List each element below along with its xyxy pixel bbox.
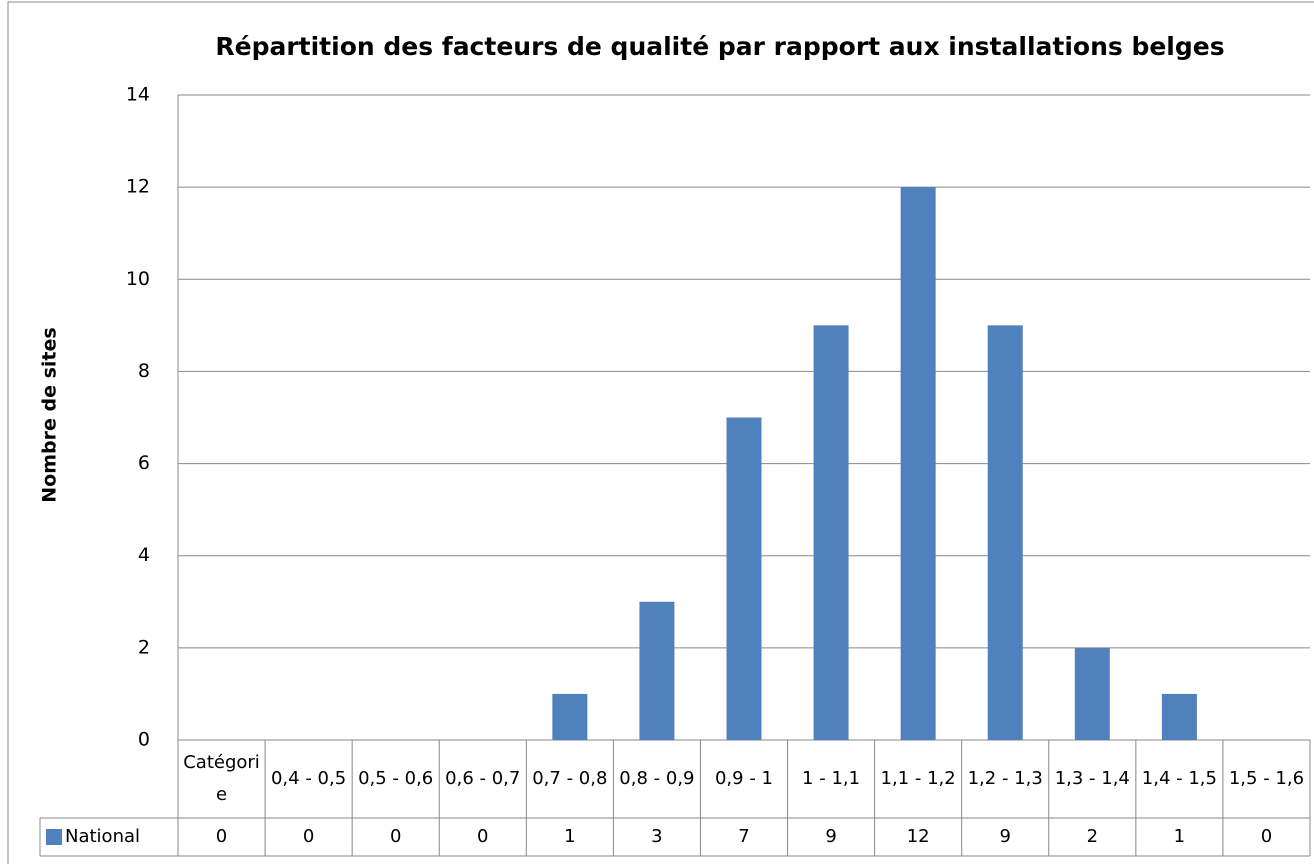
data-table-value: 9 <box>999 826 1011 847</box>
x-tick-label: Catégorie <box>183 752 260 805</box>
y-tick-label: 10 <box>126 268 150 290</box>
x-tick-label: 0,8 - 0,9 <box>619 768 695 789</box>
bar <box>639 601 675 740</box>
bar <box>1161 693 1197 740</box>
bar <box>987 325 1023 740</box>
data-table-value: 3 <box>651 826 663 847</box>
y-tick-label: 14 <box>126 84 150 106</box>
data-table-value: 9 <box>825 826 837 847</box>
x-tick-label: 1,3 - 1,4 <box>1054 768 1130 789</box>
y-tick-label: 4 <box>138 544 150 566</box>
y-tick-label: 8 <box>138 360 150 382</box>
x-tick-label: 0,9 - 1 <box>714 768 773 789</box>
data-table-value: 0 <box>477 826 489 847</box>
legend-key <box>46 829 62 845</box>
x-tick-label: 0,4 - 0,5 <box>270 768 347 789</box>
bar <box>813 325 849 740</box>
y-tick-label: 2 <box>138 636 150 658</box>
x-tick-label: 1,4 - 1,5 <box>1141 768 1217 789</box>
data-table-value: 0 <box>302 826 315 847</box>
data-table-value: 1 <box>564 826 576 847</box>
data-table-value: 2 <box>1086 826 1099 847</box>
bar <box>552 693 588 740</box>
x-tick-label: 1 - 1,1 <box>802 768 861 789</box>
data-table-value: 1 <box>1173 826 1186 847</box>
frame <box>7 1 1314 864</box>
bar <box>1074 647 1110 740</box>
chart-title: Répartition des facteurs de qualité par … <box>215 32 1224 61</box>
y-tick-label: 6 <box>138 452 150 474</box>
y-axis-label: Nombre de sites <box>39 327 61 502</box>
x-tick-label: 1,1 - 1,2 <box>880 768 956 789</box>
data-table-value: 12 <box>906 826 930 847</box>
x-tick-label: 0,6 - 0,7 <box>445 768 521 789</box>
bar <box>900 187 936 741</box>
x-tick-label: 1,2 - 1,3 <box>967 768 1043 789</box>
data-table-value: 0 <box>1260 826 1273 847</box>
y-tick-label: 12 <box>126 176 150 198</box>
x-tick-label: 0,5 - 0,6 <box>358 768 434 789</box>
legend-label: National <box>65 826 141 847</box>
data-table-value: 7 <box>738 826 750 847</box>
x-tick-label: 0,7 - 0,8 <box>532 768 608 789</box>
y-tick-label: 0 <box>138 729 150 751</box>
data-table-value: 0 <box>215 826 228 847</box>
x-tick-label: 1,5 - 1,6 <box>1228 768 1305 789</box>
bar <box>726 417 762 740</box>
data-table-value: 0 <box>389 826 402 847</box>
